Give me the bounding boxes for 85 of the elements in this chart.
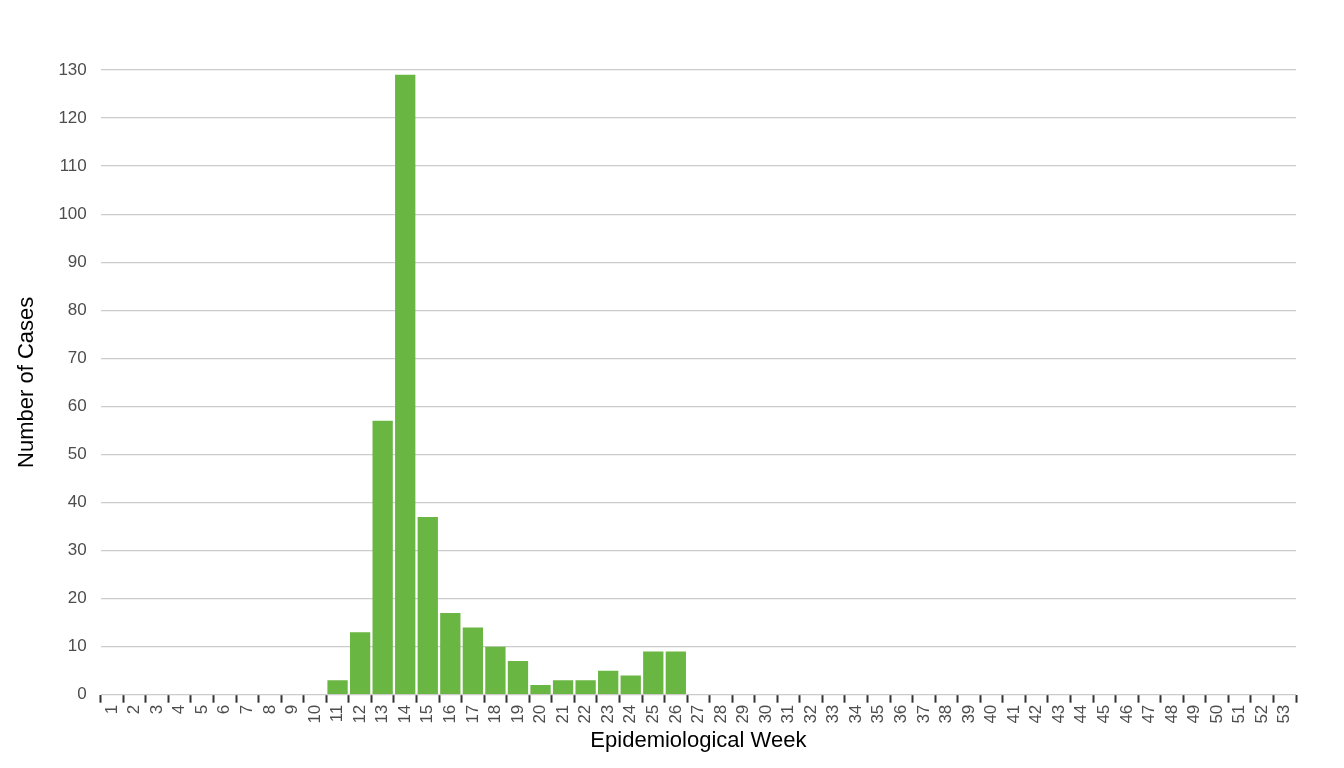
- x-tick-label: 23: [597, 704, 617, 724]
- x-tick-label: 17: [462, 704, 482, 724]
- x-tick-label: 8: [259, 704, 279, 715]
- x-tick-label: 37: [913, 704, 933, 724]
- x-tick-label: 49: [1184, 704, 1204, 724]
- x-tick-label: 11: [327, 704, 347, 723]
- y-tick-label: 110: [59, 155, 87, 175]
- y-tick-label: 120: [58, 107, 87, 127]
- x-tick-label: 1: [101, 704, 121, 715]
- bar: [665, 651, 686, 695]
- y-tick-label: 30: [67, 540, 87, 560]
- x-tick-label: 5: [191, 704, 211, 715]
- x-tick-label: 34: [845, 704, 865, 724]
- bar: [372, 420, 393, 695]
- bar: [485, 646, 506, 695]
- x-tick-label: 53: [1274, 704, 1294, 724]
- bar: [620, 675, 641, 695]
- bar: [507, 661, 529, 695]
- x-tick-label: 14: [394, 704, 414, 724]
- x-tick-label: 28: [710, 704, 730, 724]
- x-tick-label: 44: [1071, 704, 1091, 724]
- x-tick-label: 2: [124, 704, 144, 715]
- x-tick-label: 31: [778, 704, 798, 724]
- x-tick-label: 51: [1229, 704, 1249, 724]
- x-tick-label: 25: [642, 704, 662, 724]
- x-tick-label: 46: [1116, 704, 1136, 724]
- x-tick-label: 41: [1003, 704, 1023, 724]
- bar: [530, 685, 551, 695]
- x-tick-label: 27: [688, 704, 708, 724]
- x-tick-label: 26: [665, 704, 685, 724]
- x-tick-label: 32: [800, 704, 820, 724]
- y-axis-title: Number of Cases: [13, 296, 39, 468]
- x-tick-label: 18: [485, 704, 505, 724]
- x-tick-label: 35: [868, 704, 888, 724]
- y-tick-label: 70: [67, 348, 87, 368]
- x-tick-label: 45: [1094, 704, 1113, 724]
- y-tick-label: 100: [58, 203, 87, 223]
- bar: [395, 74, 416, 695]
- y-tick-label: 50: [67, 444, 87, 464]
- x-tick-label: 21: [552, 704, 572, 724]
- x-tick-label: 20: [530, 704, 550, 724]
- x-axis-title: Epidemiological Week: [590, 726, 808, 752]
- x-tick-label: 48: [1161, 704, 1181, 724]
- bar: [417, 516, 438, 695]
- y-tick-label: 130: [58, 59, 87, 79]
- x-tick-label: 3: [146, 704, 166, 715]
- x-tick-label: 7: [237, 704, 257, 715]
- x-tick-label: 24: [620, 704, 640, 724]
- bar: [440, 613, 461, 695]
- y-tick-label: 0: [77, 684, 87, 704]
- bar: [575, 680, 596, 695]
- x-tick-label: 16: [440, 704, 459, 724]
- x-tick-label: 52: [1251, 704, 1271, 724]
- bar: [349, 632, 371, 695]
- x-tick-label: 38: [936, 704, 956, 724]
- x-tick-label: 33: [823, 704, 843, 724]
- x-tick-label: 29: [733, 704, 753, 724]
- x-tick-label: 6: [214, 704, 234, 715]
- x-tick-label: 47: [1139, 704, 1159, 724]
- x-tick-label: 36: [891, 704, 911, 724]
- bar: [598, 670, 619, 695]
- x-tick-label: 43: [1048, 704, 1068, 724]
- y-tick-label: 60: [67, 396, 87, 416]
- x-tick-label: 40: [981, 704, 1001, 724]
- x-tick-label: 10: [304, 704, 324, 724]
- x-tick-label: 50: [1206, 704, 1226, 724]
- x-tick-label: 15: [417, 704, 437, 724]
- x-tick-label: 22: [575, 704, 595, 724]
- x-tick-label: 9: [282, 704, 302, 715]
- x-tick-label: 13: [372, 704, 392, 724]
- y-tick-label: 80: [67, 299, 87, 319]
- bar: [327, 680, 348, 695]
- bar: [552, 680, 574, 695]
- bar: [462, 627, 484, 695]
- y-tick-label: 20: [67, 588, 87, 608]
- y-tick-label: 10: [67, 636, 87, 656]
- x-tick-label: 12: [349, 704, 369, 724]
- x-tick-label: 42: [1026, 704, 1046, 724]
- y-tick-label: 40: [67, 492, 87, 512]
- bar: [643, 651, 664, 695]
- x-tick-label: 4: [169, 704, 189, 715]
- x-tick-label: 30: [755, 704, 775, 724]
- y-tick-label: 90: [67, 251, 87, 271]
- x-tick-label: 19: [507, 704, 527, 724]
- x-tick-label: 39: [958, 704, 978, 724]
